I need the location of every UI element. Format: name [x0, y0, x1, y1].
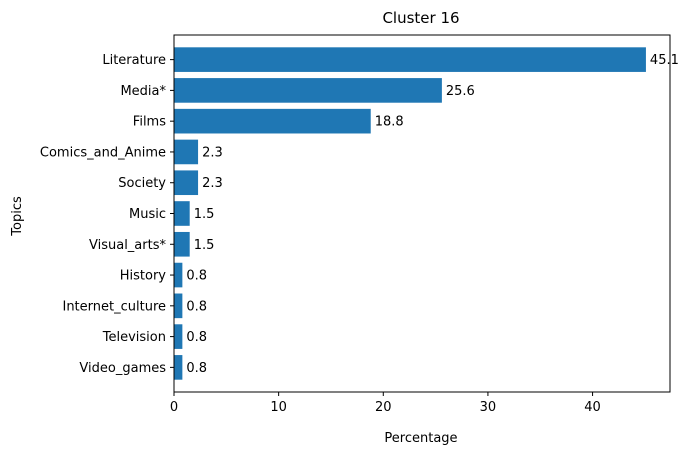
- bar-value-label: 0.8: [186, 361, 207, 376]
- y-tick-label: Literature: [102, 53, 166, 68]
- bar-value-label: 18.8: [375, 115, 404, 130]
- y-tick-label: History: [120, 269, 167, 284]
- bar-visual-arts-: [174, 231, 190, 257]
- x-axis-title: Percentage: [384, 431, 457, 446]
- bar-value-label: 1.5: [194, 207, 215, 222]
- bar-value-label: 25.6: [446, 84, 475, 99]
- bar-video-games: [174, 355, 183, 380]
- y-tick-label: Comics_and_Anime: [40, 145, 166, 160]
- y-tick-label: Music: [129, 207, 166, 222]
- x-tick-label: 40: [584, 400, 601, 415]
- bar-history: [174, 262, 183, 288]
- bar-internet-culture: [174, 293, 183, 319]
- plot-frame: [173, 34, 671, 393]
- y-tick-label: Society: [118, 176, 166, 191]
- bar-value-label: 1.5: [194, 238, 215, 253]
- chart-title: Cluster 16: [382, 9, 459, 27]
- y-tick-label: Television: [102, 330, 166, 345]
- bar-value-label: 45.1: [650, 53, 679, 68]
- y-tick-label: Visual_arts*: [89, 238, 166, 253]
- bar-films: [174, 108, 371, 134]
- x-tick-label: 30: [480, 400, 497, 415]
- bar-television: [174, 324, 183, 349]
- bar-literature: [174, 47, 646, 72]
- bar-value-label: 2.3: [202, 145, 223, 160]
- y-axis-title: Topics: [10, 196, 25, 237]
- plot-area: Literature 45.1 Media* 25.6 Films 18.8 Comics_…: [40, 34, 679, 415]
- y-tick-label: Media*: [120, 84, 166, 99]
- y-tick-label: Video_games: [79, 361, 166, 376]
- bar-comics-and-anime: [174, 139, 199, 165]
- y-tick-label: Internet_culture: [62, 299, 166, 314]
- bar-value-label: 0.8: [186, 299, 207, 314]
- x-tick-label: 20: [375, 400, 392, 415]
- bar-value-label: 0.8: [186, 330, 207, 345]
- x-tick-label: 10: [270, 400, 287, 415]
- y-tick-label: Films: [133, 115, 166, 130]
- x-tick-label: 0: [170, 400, 178, 415]
- bar-value-label: 0.8: [186, 269, 207, 284]
- bar-society: [174, 170, 199, 196]
- bar-media-: [174, 78, 442, 103]
- bar-value-label: 2.3: [202, 176, 223, 191]
- bar-music: [174, 201, 190, 226]
